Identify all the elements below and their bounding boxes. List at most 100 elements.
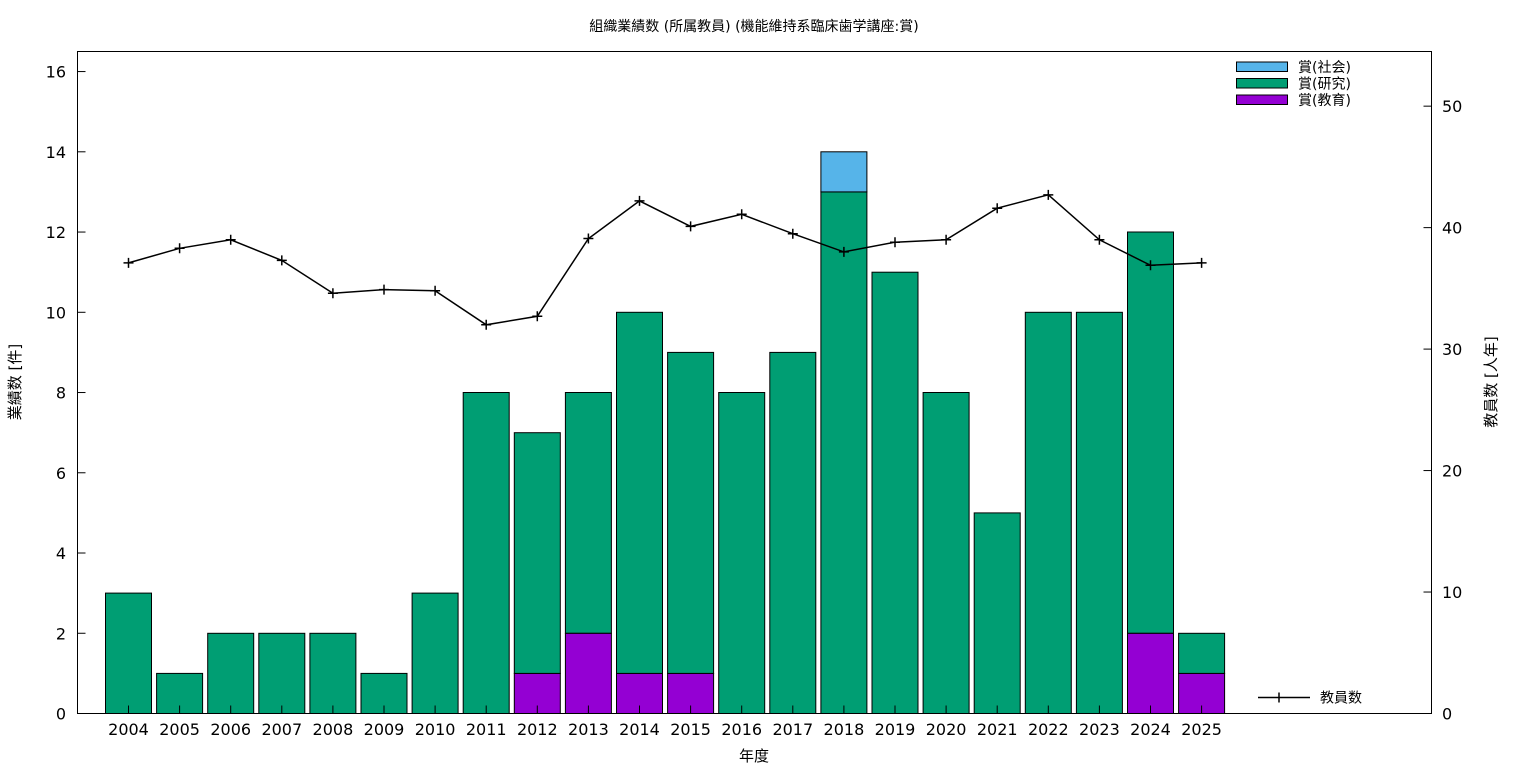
line-point-2015 [685,221,696,232]
line-point-2004 [123,257,134,268]
line-point-2009 [379,284,389,295]
bar-2010-series-1 [411,592,459,714]
line-point-2017 [787,228,798,239]
x-tick-label-2018: 2018 [824,720,865,739]
x-axis-label: 年度 [739,747,769,765]
y2-tick-label: 50 [1442,97,1462,116]
line-point-2011 [481,319,492,330]
line-point-2021 [992,203,1003,214]
x-tick-label-2004: 2004 [108,720,149,739]
axes-layer: 0 2 4 6 8 10 12 14 16 0 10 20 30 40 50 2004 2005 2006 2007… [46,63,1463,739]
y-tick-label: 16 [46,63,66,82]
x-tick-label-2012: 2012 [517,720,558,739]
x-tick-label-2013: 2013 [568,720,609,739]
x-tick-label-2006: 2006 [210,720,251,739]
x-tick-label-2019: 2019 [875,720,916,739]
line-point-2023 [1094,234,1105,245]
bar-2025-series-1 [1178,632,1226,674]
legend: 賞(社会)賞(研究)賞(教育) 教員数 [1236,60,1362,707]
y-tick-label: 8 [56,384,66,403]
bar-2022-series-1 [1024,311,1072,714]
legend-swatch [1236,61,1288,72]
line-point-2008 [327,288,338,299]
bar-2007-series-1 [258,632,306,714]
bar-2018-series-1 [820,191,868,714]
line-point-2024 [1145,260,1156,271]
y-axis-label: 業績数 [件] [6,344,24,420]
bar-2020-series-1 [922,392,970,714]
x-tick-label-2017: 2017 [772,720,813,739]
y2-tick-label: 40 [1442,219,1462,238]
bar-2013-series-1 [564,392,612,634]
x-tick-label-2014: 2014 [619,720,660,739]
bar-2008-series-1 [309,632,357,714]
line-point-2018 [838,246,849,257]
y2-tick-label: 10 [1442,583,1462,602]
line-point-2020 [941,234,952,245]
bar-2014-series-1 [616,311,663,674]
legend-line-label: 教員数 [1320,691,1362,707]
y2-axis-label: 教員数 [人年] [1482,336,1500,427]
plot-frame [77,51,1432,714]
y-tick-label: 0 [56,705,66,724]
x-tick-label-2023: 2023 [1079,720,1120,739]
x-tick-label-2005: 2005 [159,720,200,739]
y-tick-label: 10 [46,303,66,322]
x-tick-label-2009: 2009 [364,720,405,739]
line-point-2013 [583,233,594,244]
x-tick-label-2008: 2008 [313,720,354,739]
bar-2024-series-1 [1127,231,1174,634]
line-point-2014 [634,195,645,206]
bar-2018-series-2 [820,151,868,193]
y-tick-label: 6 [56,464,66,483]
x-tick-label-2024: 2024 [1130,720,1171,739]
bar-2016-series-1 [718,392,766,714]
bar-2006-series-1 [207,632,255,714]
line-layer [123,189,1207,330]
line-point-2022 [1043,189,1054,200]
x-tick-label-2015: 2015 [670,720,711,739]
line-faculty-count [128,193,1202,326]
legend-label: 賞(研究) [1298,77,1351,93]
line-point-2012 [532,311,543,322]
legend-swatch [1236,94,1288,105]
y-tick-label: 2 [56,624,66,643]
bar-2017-series-1 [769,351,817,714]
bars-layer [105,151,1226,715]
y2-tick-label: 30 [1442,340,1462,359]
y-tick-label: 12 [46,223,66,242]
y2-tick-label: 0 [1442,705,1452,724]
x-tick-label-2007: 2007 [261,720,302,739]
line-point-2025 [1196,257,1207,268]
line-point-2010 [430,285,441,296]
legend-label: 賞(社会) [1298,60,1351,76]
x-tick-label-2020: 2020 [926,720,967,739]
line-point-2005 [174,243,185,254]
bar-2021-series-1 [973,512,1021,715]
bar-2024-series-0 [1127,632,1174,714]
y-tick-label: 4 [56,544,66,563]
line-point-2006 [225,234,236,245]
x-tick-label-2016: 2016 [721,720,762,739]
x-tick-label-2010: 2010 [415,720,456,739]
x-tick-label-2025: 2025 [1181,720,1222,739]
y-tick-label: 14 [46,143,66,162]
chart-title: 組織業績数 (所属教員) (機能維持系臨床歯学講座:賞) [589,19,918,35]
line-point-2016 [736,209,747,220]
bar-2011-series-1 [462,392,510,714]
x-tick-label-2011: 2011 [466,720,507,739]
bar-2004-series-1 [105,592,152,714]
bar-2013-series-0 [564,632,612,714]
x-tick-label-2021: 2021 [977,720,1018,739]
bar-2019-series-1 [871,271,919,714]
line-point-2007 [276,255,287,266]
legend-label: 賞(教育) [1298,93,1351,109]
bar-2012-series-1 [513,432,561,674]
bar-2023-series-1 [1075,311,1123,714]
x-tick-label-2022: 2022 [1028,720,1069,739]
line-point-2019 [890,237,900,248]
legend-swatch [1236,78,1288,89]
bar-2015-series-1 [667,351,715,674]
y2-tick-label: 20 [1442,462,1462,481]
